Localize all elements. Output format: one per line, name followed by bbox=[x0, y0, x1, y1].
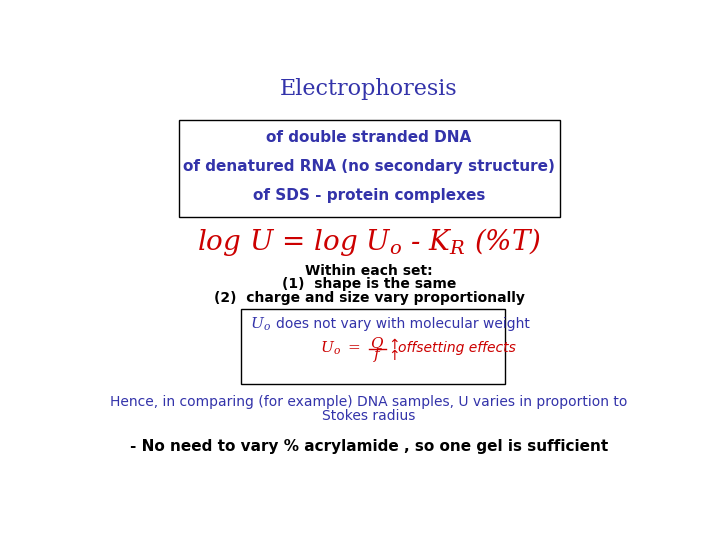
Text: Stokes radius: Stokes radius bbox=[323, 409, 415, 423]
Text: Hence, in comparing (for example) DNA samples, U varies in proportion to: Hence, in comparing (for example) DNA sa… bbox=[110, 395, 628, 409]
Text: Within each set:: Within each set: bbox=[305, 264, 433, 278]
Text: =: = bbox=[347, 341, 360, 355]
Text: (1)  shape is the same: (1) shape is the same bbox=[282, 277, 456, 291]
Text: does not vary with molecular weight: does not vary with molecular weight bbox=[276, 318, 530, 332]
FancyBboxPatch shape bbox=[179, 120, 560, 217]
Text: f: f bbox=[374, 348, 379, 362]
Text: Q: Q bbox=[371, 338, 383, 352]
Text: offsetting effects: offsetting effects bbox=[398, 341, 516, 355]
FancyBboxPatch shape bbox=[241, 309, 505, 384]
Text: log U = log U$_\mathregular{o}$ - K$_\mathregular{R}$ (%T): log U = log U$_\mathregular{o}$ - K$_\ma… bbox=[197, 226, 541, 258]
Text: $\uparrow$: $\uparrow$ bbox=[386, 337, 400, 352]
Text: of denatured RNA (no secondary structure): of denatured RNA (no secondary structure… bbox=[183, 159, 555, 174]
Text: $\uparrow$: $\uparrow$ bbox=[386, 348, 400, 362]
Text: - No need to vary % acrylamide , so one gel is sufficient: - No need to vary % acrylamide , so one … bbox=[130, 439, 608, 454]
Text: U$_\mathregular{o}$: U$_\mathregular{o}$ bbox=[251, 315, 271, 333]
Text: Electrophoresis: Electrophoresis bbox=[280, 78, 458, 100]
Text: of SDS - protein complexes: of SDS - protein complexes bbox=[253, 188, 485, 203]
Text: of double stranded DNA: of double stranded DNA bbox=[266, 131, 472, 145]
Text: U$_\mathregular{o}$: U$_\mathregular{o}$ bbox=[320, 339, 341, 357]
Text: (2)  charge and size vary proportionally: (2) charge and size vary proportionally bbox=[214, 291, 524, 305]
